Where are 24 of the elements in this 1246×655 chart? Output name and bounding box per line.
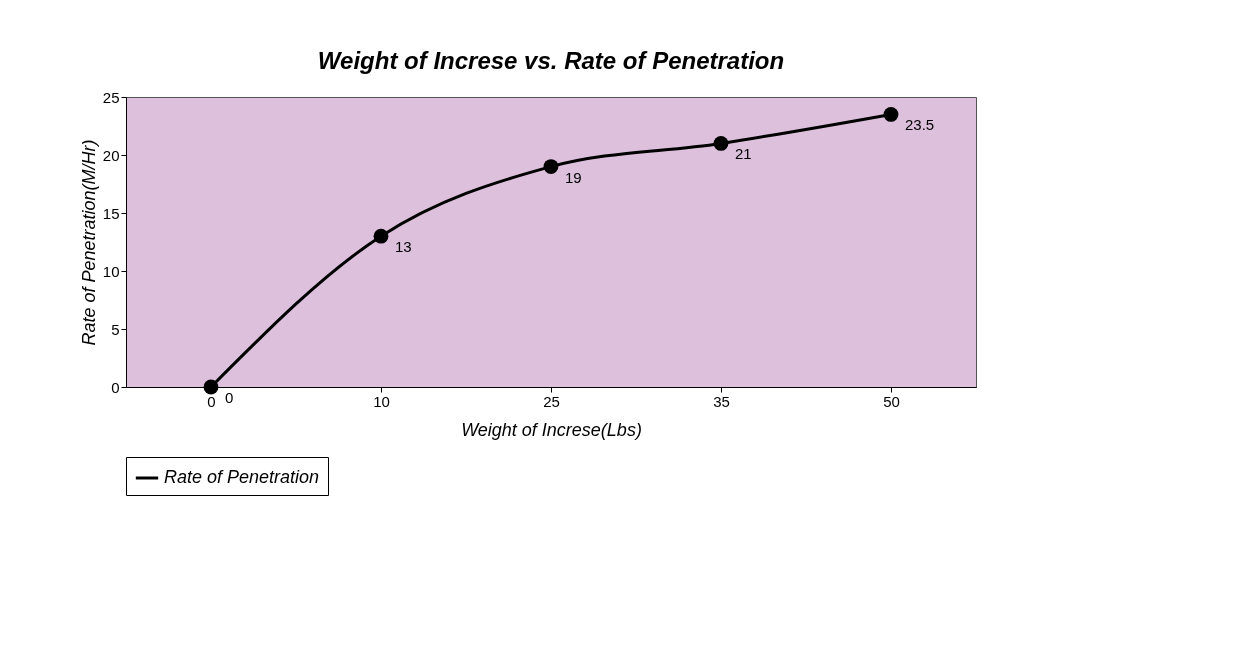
data-label: 23.5: [905, 116, 935, 134]
point: [373, 228, 389, 244]
legend-label: Rate of Penetration: [164, 467, 320, 487]
y-tick-label: 20: [102, 146, 120, 164]
x-tick-label: 50: [883, 392, 900, 410]
point: [883, 107, 899, 122]
data-label: 21: [735, 145, 752, 163]
x-axis-title: Weight of Increse(Lbs): [461, 419, 642, 440]
y-axis-title: Rate of Penetration(M/Hr): [78, 139, 99, 346]
y-tick-label: 0: [111, 378, 120, 396]
chart-title: Weight of Increse vs. Rate of Penetration: [317, 47, 785, 74]
data-label: 13: [395, 238, 412, 256]
x-tick-label: 25: [543, 392, 560, 410]
y-tick-label: 15: [102, 204, 120, 222]
x-tick-label: 0: [207, 392, 216, 410]
point: [203, 379, 219, 395]
y-tick-label: 5: [111, 320, 120, 338]
x-tick-label: 10: [373, 392, 390, 410]
y-tick-label: 10: [102, 262, 120, 280]
point: [713, 136, 729, 151]
x-tick-label: 35: [713, 392, 730, 410]
y-tick-label: 25: [102, 88, 120, 106]
point: [543, 159, 559, 174]
data-label: 19: [565, 168, 582, 186]
